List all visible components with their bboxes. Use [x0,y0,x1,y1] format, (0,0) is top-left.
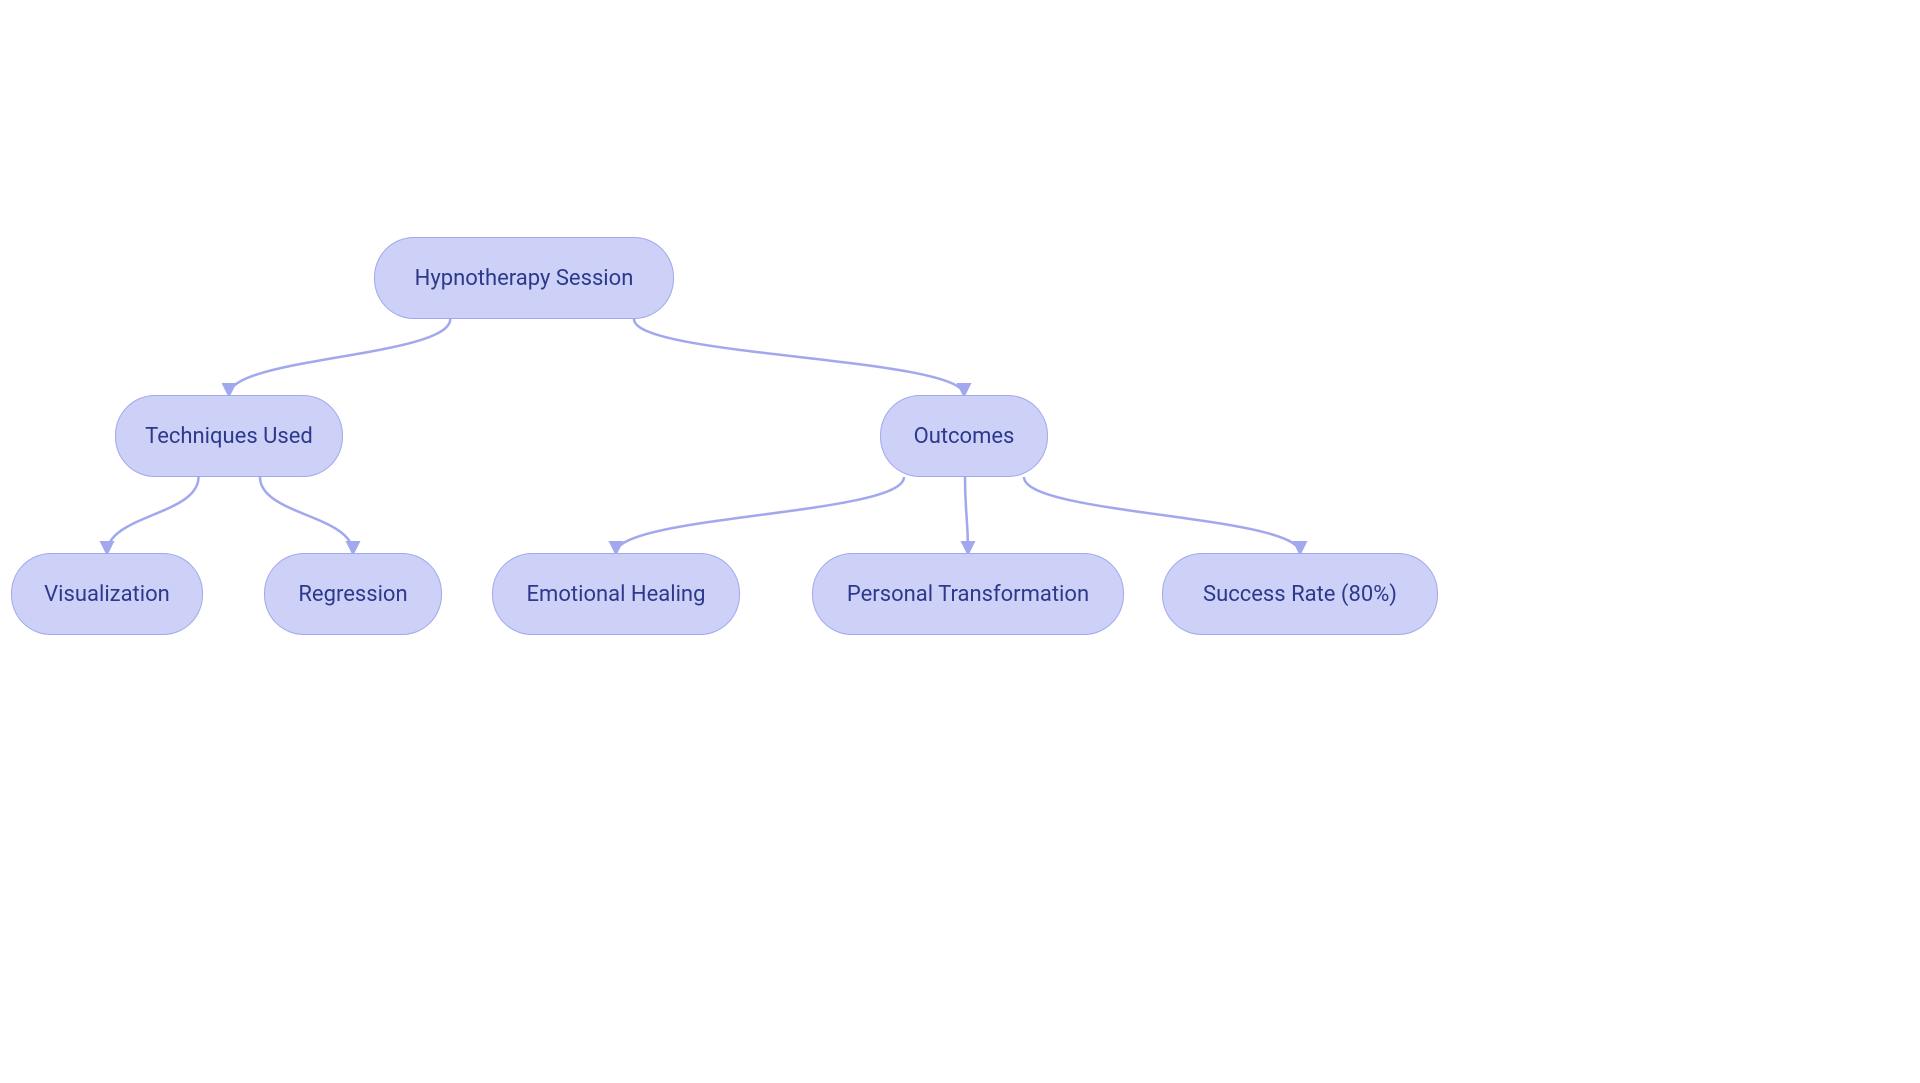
edge-tech-reg [260,477,353,553]
node-viz: Visualization [11,553,203,635]
node-label: Regression [298,582,407,607]
node-label: Success Rate (80%) [1203,582,1397,607]
node-out: Outcomes [880,395,1048,477]
node-emo: Emotional Healing [492,553,740,635]
node-label: Hypnotherapy Session [415,266,634,291]
node-pers: Personal Transformation [812,553,1124,635]
node-tech: Techniques Used [115,395,343,477]
edges-layer [0,0,1920,1083]
edge-root-out [634,319,964,395]
node-label: Personal Transformation [847,582,1089,607]
node-label: Visualization [44,582,170,607]
edge-tech-viz [107,477,199,553]
node-root: Hypnotherapy Session [374,237,674,319]
node-label: Emotional Healing [527,582,706,607]
node-label: Outcomes [914,424,1015,449]
node-label: Techniques Used [145,424,313,449]
edge-out-pers [965,477,968,553]
edge-out-emo [616,477,904,553]
node-succ: Success Rate (80%) [1162,553,1438,635]
edge-root-tech [229,319,450,395]
diagram-canvas: Hypnotherapy Session Techniques Used Outco… [0,0,1920,1083]
node-reg: Regression [264,553,442,635]
edge-out-succ [1024,477,1300,553]
